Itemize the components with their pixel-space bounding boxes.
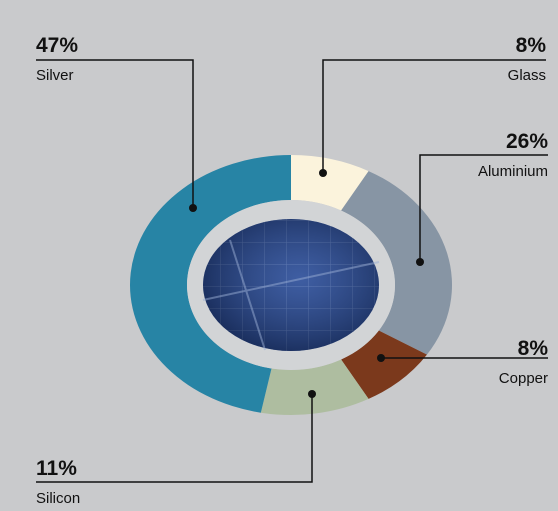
value-label: 8% bbox=[516, 34, 547, 57]
category-label: Aluminium bbox=[478, 163, 548, 180]
value-label: 26% bbox=[506, 130, 548, 153]
leader-dot bbox=[416, 258, 424, 266]
panel-frame bbox=[202, 239, 380, 351]
category-label: Silver bbox=[36, 67, 74, 84]
leader-line bbox=[36, 394, 313, 483]
slice bbox=[129, 155, 291, 413]
value-label: 47% bbox=[36, 34, 78, 57]
leader-dot bbox=[319, 169, 327, 177]
leader-dot bbox=[308, 390, 316, 398]
leader-dot bbox=[189, 204, 197, 212]
category-label: Copper bbox=[499, 370, 548, 387]
leader-dot bbox=[377, 354, 385, 362]
slice bbox=[291, 155, 369, 211]
category-label: Silicon bbox=[36, 490, 80, 507]
leader-line bbox=[36, 59, 194, 208]
slice bbox=[260, 359, 369, 416]
category-label: Glass bbox=[508, 67, 546, 84]
labels: 8% Glass 26% Aluminium 8% Copper 11% Silicon 47%… bbox=[36, 34, 548, 507]
value-label: 8% bbox=[518, 337, 549, 360]
donut bbox=[129, 155, 452, 416]
slice bbox=[341, 330, 427, 399]
leader-line bbox=[322, 59, 546, 173]
value-label: 11% bbox=[36, 457, 77, 480]
solar-panel-shade bbox=[203, 219, 379, 351]
slice bbox=[341, 171, 452, 355]
leader-line bbox=[419, 154, 548, 262]
